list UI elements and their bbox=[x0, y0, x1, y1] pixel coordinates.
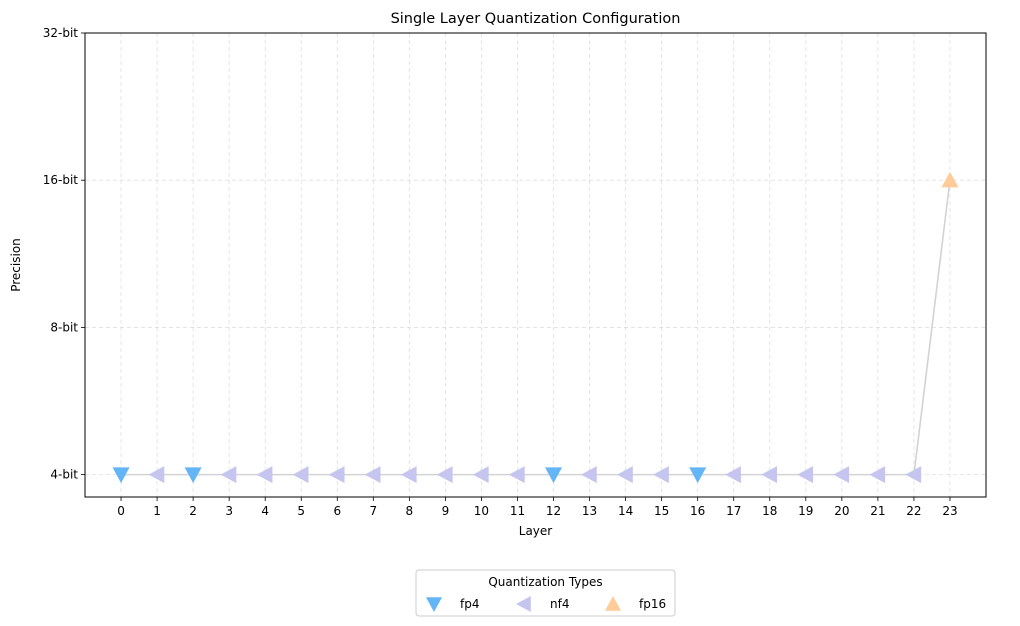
nf4-marker bbox=[797, 466, 814, 484]
legend-fp16-marker bbox=[605, 596, 621, 611]
x-tick-label: 15 bbox=[654, 504, 669, 518]
x-tick-label: 14 bbox=[618, 504, 633, 518]
x-tick-label: 13 bbox=[582, 504, 597, 518]
nf4-marker bbox=[761, 466, 777, 484]
marker-layer bbox=[112, 171, 959, 484]
nf4-marker bbox=[328, 466, 345, 484]
legend: Quantization Types fp4 nf4 fp16 bbox=[415, 569, 676, 617]
x-tick-label: 22 bbox=[906, 504, 921, 518]
x-tick-label: 23 bbox=[942, 504, 957, 518]
fp4-marker bbox=[689, 467, 707, 484]
x-tick-label: 16 bbox=[690, 504, 705, 518]
legend-nf4-marker bbox=[516, 596, 531, 612]
x-tick-label: 20 bbox=[834, 504, 849, 518]
fp16-marker bbox=[941, 171, 959, 188]
x-tick-label: 9 bbox=[442, 504, 450, 518]
y-tick-label: 4-bit bbox=[50, 468, 78, 482]
plot-frame bbox=[84, 32, 987, 498]
x-tick-label: 12 bbox=[546, 504, 561, 518]
nf4-marker bbox=[220, 466, 237, 484]
x-tick-label: 4 bbox=[261, 504, 269, 518]
x-tick-label: 19 bbox=[798, 504, 813, 518]
x-axis-label: Layer bbox=[519, 524, 553, 538]
nf4-marker bbox=[148, 466, 165, 484]
chart-title: Single Layer Quantization Configuration bbox=[391, 11, 681, 27]
nf4-marker bbox=[833, 466, 850, 484]
nf4-marker bbox=[725, 466, 741, 484]
y-tick-label: 32-bit bbox=[43, 26, 79, 40]
y-axis-label: Precision bbox=[9, 238, 23, 292]
fp4-marker bbox=[545, 467, 563, 484]
nf4-marker bbox=[292, 466, 309, 484]
x-tick-label: 0 bbox=[117, 504, 125, 518]
nf4-marker bbox=[436, 466, 453, 484]
x-tick-label: 10 bbox=[474, 504, 489, 518]
x-tick-label: 3 bbox=[225, 504, 233, 518]
x-tick-label: 2 bbox=[189, 504, 197, 518]
x-tick-label: 7 bbox=[369, 504, 377, 518]
legend-fp4-marker bbox=[426, 597, 442, 612]
nf4-marker bbox=[653, 466, 669, 484]
ticks-layer: 0 1 2 3 4 5 6 7 8 9 10 11 12 13 14 15 16 17 18 19 20 21 22 234-… bbox=[43, 26, 958, 518]
fp4-marker bbox=[184, 467, 202, 484]
legend-entries: fp4 nf4 fp16 bbox=[426, 596, 666, 612]
nf4-marker bbox=[508, 466, 525, 484]
nf4-marker bbox=[581, 466, 597, 484]
nf4-marker bbox=[400, 466, 417, 484]
nf4-marker bbox=[617, 466, 633, 484]
x-tick-label: 5 bbox=[297, 504, 305, 518]
legend-nf4-label: nf4 bbox=[550, 597, 569, 611]
grid-layer bbox=[85, 32, 986, 497]
x-tick-label: 17 bbox=[726, 504, 741, 518]
legend-title: Quantization Types bbox=[488, 575, 602, 589]
legend-fp16-label: fp16 bbox=[639, 597, 666, 611]
nf4-marker bbox=[905, 466, 922, 484]
x-tick-label: 8 bbox=[406, 504, 414, 518]
x-tick-label: 6 bbox=[333, 504, 341, 518]
x-tick-label: 1 bbox=[153, 504, 161, 518]
x-tick-label: 21 bbox=[870, 504, 885, 518]
fp4-marker bbox=[112, 467, 130, 484]
nf4-marker bbox=[256, 466, 273, 484]
nf4-marker bbox=[472, 466, 489, 484]
y-tick-label: 16-bit bbox=[43, 173, 79, 187]
legend-fp4-label: fp4 bbox=[460, 597, 479, 611]
x-tick-label: 11 bbox=[510, 504, 525, 518]
x-tick-label: 18 bbox=[762, 504, 777, 518]
nf4-marker bbox=[364, 466, 381, 484]
nf4-marker bbox=[869, 466, 886, 484]
y-tick-label: 8-bit bbox=[50, 320, 78, 334]
